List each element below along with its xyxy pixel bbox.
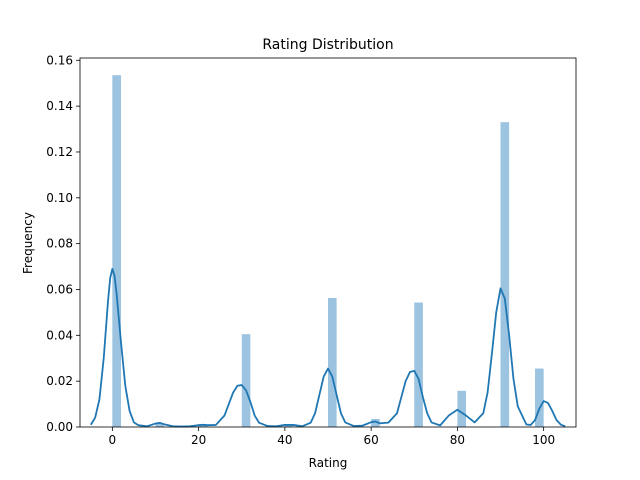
histogram-bar-5 <box>328 297 337 427</box>
y-tick-label: 0.02 <box>46 374 73 388</box>
histogram-bar-9 <box>500 122 510 427</box>
histogram-bar-0 <box>112 75 121 427</box>
axes-frame <box>79 57 577 428</box>
y-tick-label: 0.00 <box>46 420 73 434</box>
y-tick-label: 0.14 <box>46 99 73 113</box>
y-tick-label: 0.10 <box>46 191 73 205</box>
x-tick-label: 80 <box>450 433 465 447</box>
y-tick-label: 0.16 <box>46 53 73 67</box>
histogram-bar-8 <box>457 390 467 427</box>
y-axis-ticks: 0.00 0.02 0.04 0.06 0.08 0.10 0.12 0.14 0.16 <box>46 53 80 434</box>
histogram-bar-10 <box>535 368 544 427</box>
x-axis-ticks: 0 20 40 60 80 100 <box>109 427 555 447</box>
y-tick-label: 0.04 <box>46 328 73 342</box>
y-tick-label: 0.06 <box>46 282 73 296</box>
histogram-bar-6 <box>371 418 380 427</box>
y-axis-label: Frequency <box>21 212 35 274</box>
histogram-bars <box>112 75 544 427</box>
y-tick-label: 0.08 <box>46 237 73 251</box>
histogram-bar-7 <box>414 302 423 427</box>
x-tick-label: 40 <box>277 433 292 447</box>
y-tick-label: 0.12 <box>46 145 73 159</box>
x-tick-label: 60 <box>363 433 378 447</box>
x-tick-label: 100 <box>532 433 555 447</box>
x-tick-label: 20 <box>191 433 206 447</box>
histogram-bar-4 <box>284 424 294 427</box>
kde-curve <box>90 267 566 428</box>
x-axis-label: Rating <box>309 456 348 470</box>
x-tick-label: 0 <box>109 433 117 447</box>
histogram-bar-3 <box>241 334 251 427</box>
histogram-bar-1 <box>155 423 165 427</box>
chart-title: Rating Distribution <box>262 37 393 53</box>
